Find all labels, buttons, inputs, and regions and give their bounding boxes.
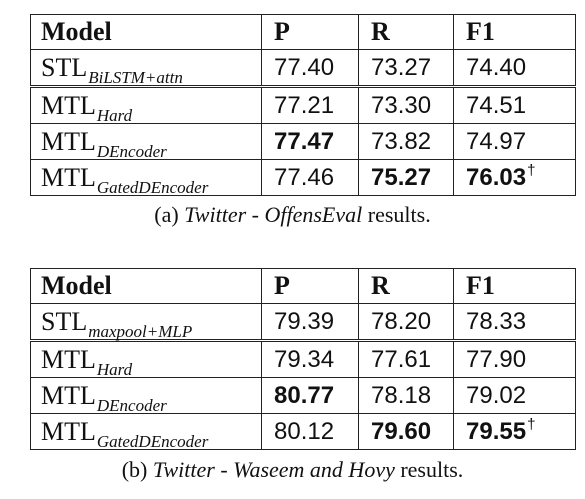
table-row: MTLHard 77.21 73.30 74.51 <box>30 86 576 125</box>
precision-cell: 80.12 <box>261 413 359 450</box>
header-r: R <box>358 14 454 50</box>
f1-cell: 78.33 <box>453 303 576 342</box>
precision-cell: 77.40 <box>261 49 359 88</box>
model-subscript: DEncoder <box>96 395 167 415</box>
model-name: STLBiLSTM+attn <box>30 49 262 88</box>
caption-dataset: Twitter <box>184 202 247 227</box>
header-f1: F1 <box>453 14 576 50</box>
header-p: P <box>261 268 359 304</box>
model-name: MTLDEncoder <box>30 123 262 161</box>
f1-value: 74.40 <box>466 53 527 81</box>
caption-task: Waseem and Hovy <box>233 457 395 482</box>
table-row: STLBiLSTM+attn 77.40 73.27 74.40 <box>30 49 576 88</box>
precision-cell: 79.39 <box>261 303 359 342</box>
model-name: MTLGatedDEncoder <box>30 159 262 197</box>
model-name: STLmaxpool+MLP <box>30 303 262 342</box>
results-table-waseem-hovy: Model P R F1 STLmaxpool+MLP 79.39 78.20 … <box>30 268 576 450</box>
recall-cell: 73.30 <box>358 86 454 124</box>
caption-suffix: results. <box>367 202 431 227</box>
header-p: P <box>261 14 359 50</box>
model-subscript: Hard <box>96 105 133 125</box>
precision-cell-best: 80.77 <box>261 377 359 414</box>
model-subscript: GatedDEncoder <box>96 431 209 451</box>
f1-value: 77.90 <box>466 345 527 373</box>
table-caption-a: (a) Twitter - OffensEval results. <box>0 202 585 228</box>
model-base: STL <box>41 306 88 336</box>
table-row: MTLDEncoder 80.77 78.18 79.02 <box>30 377 576 415</box>
caption-dash: - <box>220 457 228 482</box>
f1-value: 78.33 <box>466 307 527 335</box>
table-header-row: Model P R F1 <box>30 268 576 304</box>
model-base: MTL <box>41 344 96 374</box>
table-row: MTLGatedDEncoder 77.46 75.27 76.03† <box>30 159 576 197</box>
f1-value: 74.51 <box>466 91 527 119</box>
f1-cell-best: 76.03† <box>453 159 576 196</box>
f1-value: 79.02 <box>466 381 527 409</box>
model-base: MTL <box>41 162 96 192</box>
header-model: Model <box>30 268 262 304</box>
f1-cell: 77.90 <box>453 340 576 378</box>
precision-cell: 77.46 <box>261 159 359 196</box>
significance-dagger: † <box>527 415 536 433</box>
f1-value: 79.55 <box>466 417 527 445</box>
model-name: MTLHard <box>30 86 262 125</box>
recall-cell: 78.18 <box>358 377 454 414</box>
caption-dash: - <box>251 202 259 227</box>
model-subscript: maxpool+MLP <box>88 321 193 341</box>
recall-cell-best: 79.60 <box>358 413 454 450</box>
table-row: MTLGatedDEncoder 80.12 79.60 79.55† <box>30 413 576 451</box>
model-base: MTL <box>41 380 96 410</box>
f1-value: 76.03 <box>466 163 527 191</box>
model-subscript: BiLSTM+attn <box>88 67 183 87</box>
f1-cell-best: 79.55† <box>453 413 576 450</box>
header-r: R <box>358 268 454 304</box>
results-table-offenseval: Model P R F1 STLBiLSTM+attn 77.40 73.27 … <box>30 14 576 196</box>
table-row: MTLHard 79.34 77.61 77.90 <box>30 340 576 379</box>
model-name: MTLGatedDEncoder <box>30 413 262 451</box>
caption-task: OffensEval <box>264 202 363 227</box>
table-header-row: Model P R F1 <box>30 14 576 50</box>
model-subscript: DEncoder <box>96 141 167 161</box>
f1-value: 74.97 <box>466 127 527 155</box>
f1-cell: 74.51 <box>453 86 576 124</box>
model-base: MTL <box>41 416 96 446</box>
table-row: MTLDEncoder 77.47 73.82 74.97 <box>30 123 576 161</box>
header-f1: F1 <box>453 268 576 304</box>
caption-dataset: Twitter <box>152 457 215 482</box>
recall-cell: 77.61 <box>358 340 454 378</box>
model-name: MTLHard <box>30 340 262 379</box>
recall-cell: 78.20 <box>358 303 454 342</box>
table-caption-b: (b) Twitter - Waseem and Hovy results. <box>0 457 585 483</box>
model-subscript: GatedDEncoder <box>96 177 209 197</box>
model-base: MTL <box>41 90 96 120</box>
precision-cell-best: 77.47 <box>261 123 359 160</box>
model-name: MTLDEncoder <box>30 377 262 415</box>
recall-cell: 73.27 <box>358 49 454 88</box>
f1-cell: 74.40 <box>453 49 576 88</box>
model-base: MTL <box>41 126 96 156</box>
caption-label: (a) <box>154 202 179 227</box>
caption-suffix: results. <box>400 457 464 482</box>
caption-label: (b) <box>121 457 148 482</box>
f1-cell: 79.02 <box>453 377 576 414</box>
header-model: Model <box>30 14 262 50</box>
f1-cell: 74.97 <box>453 123 576 160</box>
precision-cell: 79.34 <box>261 340 359 378</box>
significance-dagger: † <box>527 161 536 179</box>
recall-cell-best: 75.27 <box>358 159 454 196</box>
recall-cell: 73.82 <box>358 123 454 160</box>
table-row: STLmaxpool+MLP 79.39 78.20 78.33 <box>30 303 576 342</box>
model-subscript: Hard <box>96 359 133 379</box>
model-base: STL <box>41 52 88 82</box>
precision-cell: 77.21 <box>261 86 359 124</box>
